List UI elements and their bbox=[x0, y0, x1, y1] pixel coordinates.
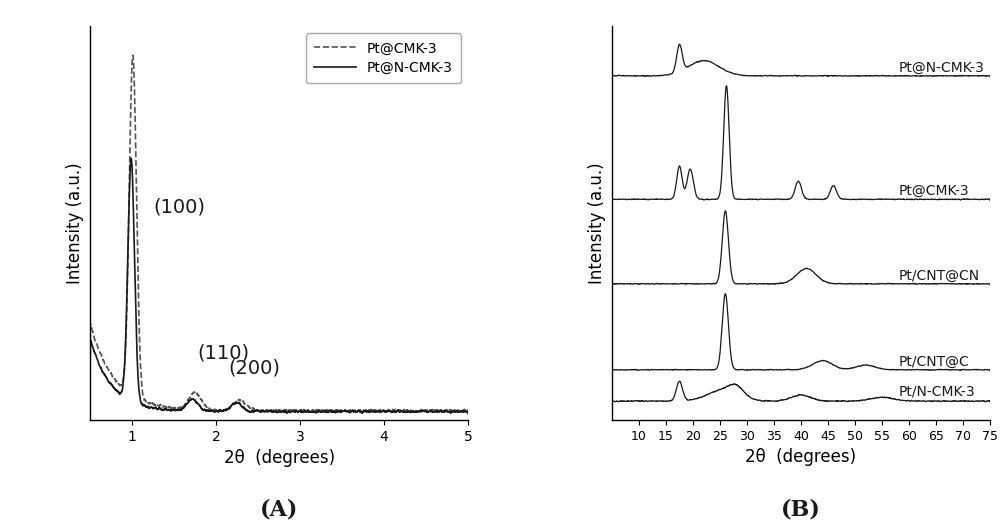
Pt@CMK-3 bbox=[455, 408, 467, 414]
Pt@N-CMK-3 bbox=[150, 404, 162, 411]
Text: (200): (200) bbox=[229, 358, 281, 377]
Pt@N-CMK-3 bbox=[414, 408, 426, 415]
Text: (110): (110) bbox=[198, 344, 250, 363]
Legend: Pt@CMK-3, Pt@N-CMK-3: Pt@CMK-3, Pt@N-CMK-3 bbox=[306, 33, 461, 83]
Pt@CMK-3 bbox=[84, 362, 96, 368]
X-axis label: 2θ  (degrees): 2θ (degrees) bbox=[224, 449, 335, 467]
Text: Pt@CMK-3: Pt@CMK-3 bbox=[898, 184, 969, 198]
Pt@N-CMK-3 bbox=[84, 371, 96, 377]
X-axis label: 2θ  (degrees): 2θ (degrees) bbox=[745, 448, 856, 466]
Text: (100): (100) bbox=[153, 197, 205, 216]
Text: Pt/CNT@CN: Pt/CNT@CN bbox=[898, 269, 979, 284]
Text: Pt/N-CMK-3: Pt/N-CMK-3 bbox=[898, 385, 975, 399]
Pt@CMK-3 bbox=[414, 406, 426, 413]
Text: (A): (A) bbox=[260, 499, 298, 521]
Pt@N-CMK-3 bbox=[229, 400, 241, 406]
Text: (B): (B) bbox=[781, 499, 821, 521]
Pt@N-CMK-3 bbox=[127, 201, 139, 207]
Pt@CMK-3 bbox=[127, 54, 139, 60]
Pt@CMK-3 bbox=[127, 52, 139, 58]
Y-axis label: Intensity (a.u.): Intensity (a.u.) bbox=[588, 162, 606, 284]
Text: Pt@N-CMK-3: Pt@N-CMK-3 bbox=[898, 61, 984, 75]
Pt@N-CMK-3 bbox=[455, 408, 467, 415]
Line: Pt@CMK-3: Pt@CMK-3 bbox=[90, 55, 468, 413]
Pt@CMK-3 bbox=[246, 406, 258, 412]
Pt@N-CMK-3 bbox=[246, 408, 258, 415]
Pt@CMK-3 bbox=[462, 410, 474, 416]
Pt@CMK-3 bbox=[150, 402, 162, 408]
Pt@N-CMK-3 bbox=[125, 155, 137, 162]
Line: Pt@N-CMK-3: Pt@N-CMK-3 bbox=[90, 159, 468, 414]
Pt@CMK-3 bbox=[229, 400, 241, 406]
Pt@N-CMK-3 bbox=[462, 411, 474, 417]
Y-axis label: Intensity (a.u.): Intensity (a.u.) bbox=[66, 162, 84, 284]
Text: Pt/CNT@C: Pt/CNT@C bbox=[898, 355, 969, 369]
